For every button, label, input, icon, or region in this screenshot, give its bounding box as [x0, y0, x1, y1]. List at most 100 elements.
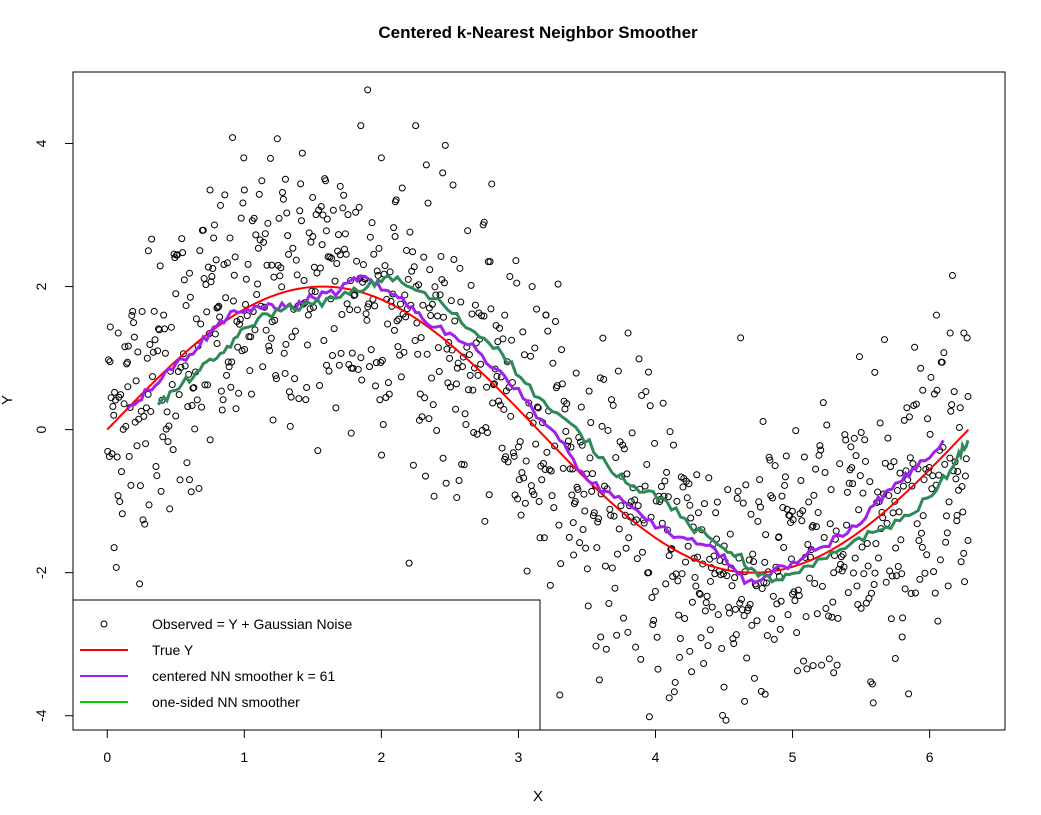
- observed-point: [809, 662, 817, 670]
- observed-point: [304, 311, 312, 319]
- observed-point: [340, 191, 348, 199]
- observed-point: [434, 344, 442, 352]
- observed-point: [436, 291, 444, 299]
- observed-point: [121, 343, 129, 351]
- observed-point: [114, 492, 122, 500]
- observed-point: [260, 238, 268, 246]
- observed-point: [617, 502, 625, 510]
- observed-point: [820, 534, 828, 542]
- observed-point: [402, 313, 410, 321]
- observed-point: [520, 351, 528, 359]
- observed-point: [826, 520, 834, 528]
- observed-point: [694, 509, 702, 517]
- observed-point: [291, 375, 299, 383]
- observed-point: [595, 676, 603, 684]
- observed-point: [607, 511, 615, 519]
- observed-point: [243, 312, 251, 320]
- y-tick-label: 0: [33, 426, 49, 434]
- observed-point: [517, 511, 525, 519]
- observed-point: [285, 250, 293, 258]
- observed-point: [404, 275, 412, 283]
- observed-point: [653, 633, 661, 641]
- observed-point: [942, 538, 950, 546]
- observed-point: [415, 281, 423, 289]
- observed-point: [412, 122, 420, 130]
- observed-point: [367, 346, 375, 354]
- observed-point: [542, 311, 550, 319]
- observed-point: [663, 468, 671, 476]
- observed-point: [521, 499, 529, 507]
- observed-point: [176, 476, 184, 484]
- observed-point: [920, 476, 928, 484]
- observed-point: [446, 383, 454, 391]
- observed-point: [474, 371, 482, 379]
- observed-point: [282, 340, 290, 348]
- observed-point: [465, 351, 473, 359]
- observed-point: [110, 411, 118, 419]
- observed-point: [548, 492, 556, 500]
- observed-point: [597, 633, 605, 641]
- observed-point: [593, 544, 601, 552]
- observed-point: [306, 305, 314, 313]
- observed-point: [468, 310, 476, 318]
- observed-point: [562, 427, 570, 435]
- observed-point: [227, 383, 235, 391]
- observed-point: [353, 257, 361, 265]
- observed-point: [664, 493, 672, 501]
- observed-point: [731, 574, 739, 582]
- observed-point: [220, 261, 228, 269]
- observed-point: [609, 401, 617, 409]
- observed-point: [592, 642, 600, 650]
- observed-point: [738, 595, 746, 603]
- observed-point: [704, 642, 712, 650]
- observed-point: [395, 315, 403, 323]
- observed-point: [571, 498, 579, 506]
- observed-point: [392, 196, 400, 204]
- observed-point: [528, 283, 536, 291]
- observed-point: [687, 514, 695, 522]
- observed-point: [607, 396, 615, 404]
- observed-point: [417, 334, 425, 342]
- observed-point: [522, 457, 530, 465]
- observed-point: [148, 373, 156, 381]
- observed-point: [440, 313, 448, 321]
- observed-point: [839, 550, 847, 558]
- observed-point: [912, 400, 920, 408]
- observed-point: [443, 345, 451, 353]
- observed-point: [352, 208, 360, 216]
- observed-point: [180, 276, 188, 284]
- x-tick-label: 4: [652, 749, 660, 765]
- observed-point: [596, 374, 604, 382]
- observed-point: [782, 452, 790, 460]
- observed-point: [895, 508, 903, 516]
- observed-point: [812, 523, 820, 531]
- observed-point: [452, 380, 460, 388]
- observed-point: [386, 268, 394, 276]
- observed-point: [499, 335, 507, 343]
- observed-point: [312, 211, 320, 219]
- observed-point: [446, 354, 454, 362]
- observed-point: [206, 436, 214, 444]
- observed-point: [124, 358, 132, 366]
- observed-point: [338, 310, 346, 318]
- observed-point: [545, 466, 553, 474]
- observed-point: [212, 256, 220, 264]
- observed-point: [730, 640, 738, 648]
- observed-point: [725, 609, 733, 617]
- observed-point: [221, 191, 229, 199]
- observed-point: [587, 418, 595, 426]
- observed-point: [526, 411, 534, 419]
- observed-point: [935, 471, 943, 479]
- observed-point: [429, 401, 437, 409]
- observed-point: [223, 371, 231, 379]
- observed-point: [421, 472, 429, 480]
- observed-point: [874, 488, 882, 496]
- observed-point: [322, 227, 330, 235]
- observed-point: [416, 390, 424, 398]
- observed-point: [385, 390, 393, 398]
- observed-point: [464, 227, 472, 235]
- observed-point: [349, 364, 357, 372]
- observed-point: [316, 264, 324, 272]
- observed-point: [855, 506, 863, 514]
- observed-point: [613, 631, 621, 639]
